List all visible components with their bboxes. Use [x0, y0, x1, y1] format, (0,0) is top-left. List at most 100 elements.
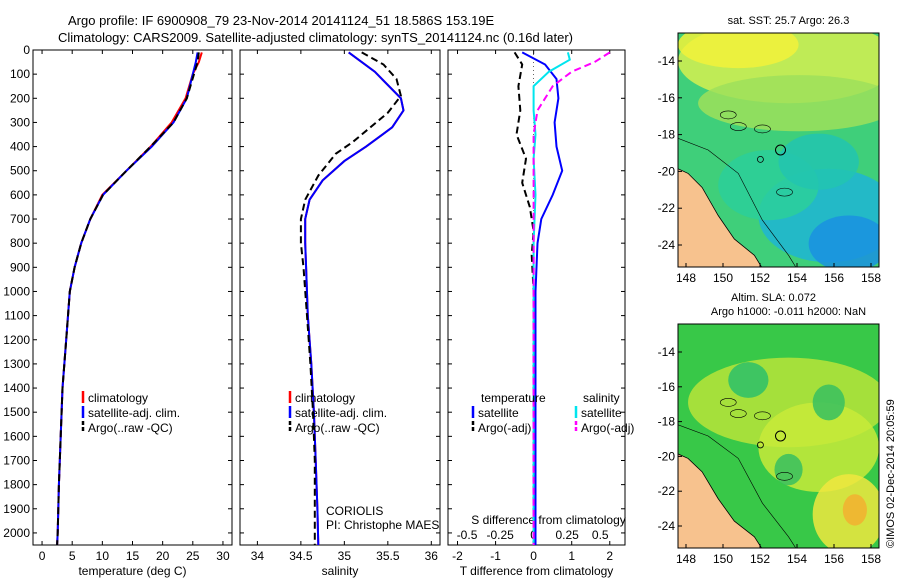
depth-tick-label: 400 [10, 140, 30, 154]
map-x-tick-label: 158 [861, 271, 881, 285]
reef-contour [678, 138, 797, 267]
map-x-tick-label: 156 [824, 271, 844, 285]
panel-annotation: PI: Christophe MAES [326, 518, 439, 532]
profile-panel-3: -2 -1 0 1 2T difference from climatology S di… [447, 49, 634, 578]
map-y-tick-label: -16 [658, 380, 676, 394]
map-field-patch [678, 33, 799, 69]
series-line-2 [56, 52, 199, 546]
map-y-tick-label: -24 [658, 519, 676, 533]
depth-tick-label: 1000 [3, 284, 30, 298]
x-tick-label: 1 [568, 549, 575, 563]
figure-title-line2: Climatology: CARS2009. Satellite-adjuste… [58, 30, 573, 45]
map-y-tick-label: -20 [658, 449, 676, 463]
x-tick-label: 30 [216, 549, 230, 563]
top-tick-label: -0.5 [457, 528, 478, 542]
map-y-tick-label: -14 [658, 345, 676, 359]
legend-title: temperature [481, 391, 546, 405]
x-tick-label: 5 [69, 549, 76, 563]
argo-location-marker [775, 144, 787, 156]
map-x-tick-label: 148 [676, 271, 696, 285]
map-x-tick-label: 148 [676, 552, 696, 566]
map-x-tick-label: 158 [861, 552, 881, 566]
top-tick-label: 0.25 [555, 528, 579, 542]
depth-tick-label: 600 [10, 188, 30, 202]
reef-contour [754, 124, 771, 134]
legend-label: climatology [88, 391, 148, 405]
legend-label: satellite-adj. clim. [295, 406, 387, 420]
legend-label: Argo(..raw -QC) [88, 421, 173, 435]
x-axis-label: temperature (deg C) [78, 564, 186, 578]
x-tick-label: 36 [425, 549, 439, 563]
legend-label: Argo(..raw -QC) [295, 421, 380, 435]
depth-tick-label: 500 [10, 164, 30, 178]
map-field-patch [778, 133, 859, 190]
map-x-tick-label: 150 [713, 271, 733, 285]
land-mass [678, 453, 763, 548]
series-line-1 [56, 52, 203, 546]
depth-tick-label: 1800 [3, 478, 30, 492]
x-tick-label: -1 [490, 549, 501, 563]
x-tick-label: -2 [452, 549, 463, 563]
legend-label: climatology [295, 391, 355, 405]
depth-tick-label: 300 [10, 115, 30, 129]
map-y-tick-label: -18 [658, 128, 676, 142]
map-panel-1: 148 150 152 154 156 158 -14 -16 -18 -20 -22 -24 sat.… [658, 15, 882, 285]
map-image [678, 33, 879, 267]
map-y-tick-label: -14 [658, 54, 676, 68]
map-field-patch [812, 384, 845, 421]
map-marker [757, 441, 764, 449]
x-tick-label: 2 [606, 549, 613, 563]
map-x-tick-label: 154 [787, 552, 807, 566]
map-image [678, 324, 879, 548]
x-tick-label: 34.5 [289, 549, 313, 563]
map-x-tick-label: 150 [713, 552, 733, 566]
reef-contour [776, 472, 793, 481]
depth-tick-label: 100 [10, 67, 30, 81]
map-field-patch [842, 494, 867, 526]
land-mass [678, 168, 763, 267]
depth-tick-label: 800 [10, 236, 30, 250]
map-x-tick-label: 156 [824, 552, 844, 566]
map-y-tick-label: -16 [658, 91, 676, 105]
legend-title: salinity [583, 391, 620, 405]
x-tick-label: 0 [530, 549, 537, 563]
reef-contour [729, 122, 747, 131]
map-marker [757, 155, 764, 163]
map-field-patch [808, 215, 879, 267]
depth-tick-label: 1400 [3, 381, 30, 395]
depth-tick-label: 1600 [3, 429, 30, 443]
depth-tick-label: 2000 [3, 526, 30, 540]
map-title-line2: Argo h1000: -0.011 h2000: NaN [711, 306, 866, 318]
legend-label: satellite-adj. clim. [88, 406, 180, 420]
depth-tick-label: 1700 [3, 453, 30, 467]
profile-panel-1: 0100200300400500600700800900100011001200… [3, 43, 233, 578]
legend-label: Argo(-adj) [581, 421, 634, 435]
x-tick-label: 10 [96, 549, 110, 563]
reef-contour [678, 424, 797, 548]
reef-contour [729, 409, 747, 418]
reef-contour [719, 110, 737, 120]
profile-panel-2: 34 34.5 35 35.5 36 salinity climatologysatelli… [239, 49, 441, 578]
x-axis-label: salinity [322, 564, 359, 578]
series-line-3 [56, 52, 200, 546]
series-line-1 [521, 51, 564, 545]
map-title: sat. SST: 25.7 Argo: 26.3 [728, 15, 850, 27]
depth-tick-label: 700 [10, 212, 30, 226]
map-y-tick-label: -22 [658, 484, 676, 498]
top-tick-label: -0.25 [486, 528, 514, 542]
depth-tick-label: 900 [10, 260, 30, 274]
series-line-2 [304, 51, 405, 546]
map-x-tick-label: 154 [787, 271, 807, 285]
top-axis-label: S difference from climatology [471, 513, 626, 527]
reef-contour [754, 411, 771, 421]
legend-label: satellite [581, 406, 622, 420]
x-tick-label: 25 [186, 549, 200, 563]
map-panel-2: 148 150 152 154 156 158 -14 -16 -18 -20 -22 -24 Alti… [658, 292, 882, 566]
reef-contour [776, 187, 793, 197]
figure-title-line1: Argo profile: IF 6900908_79 23-Nov-2014 … [68, 13, 495, 28]
map-field-patch [774, 453, 803, 486]
map-field-patch [698, 75, 879, 132]
series-line-2 [513, 51, 535, 545]
legend-label: satellite [478, 406, 519, 420]
depth-tick-label: 0 [23, 43, 30, 57]
